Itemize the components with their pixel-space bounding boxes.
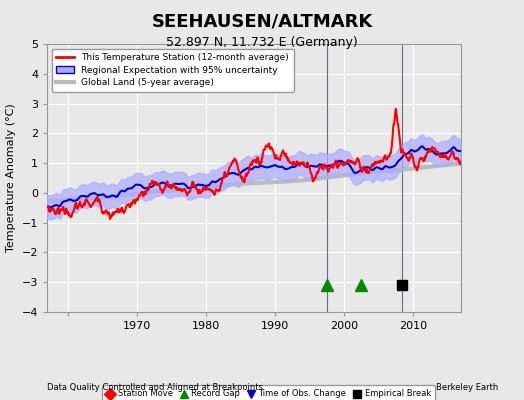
Legend: Station Move, Record Gap, Time of Obs. Change, Empirical Break: Station Move, Record Gap, Time of Obs. C… bbox=[102, 385, 435, 400]
Text: 52.897 N, 11.732 E (Germany): 52.897 N, 11.732 E (Germany) bbox=[166, 36, 358, 49]
Text: SEEHAUSEN/ALTMARK: SEEHAUSEN/ALTMARK bbox=[151, 12, 373, 30]
Y-axis label: Temperature Anomaly (°C): Temperature Anomaly (°C) bbox=[6, 104, 16, 252]
Legend: This Temperature Station (12-month average), Regional Expectation with 95% uncer: This Temperature Station (12-month avera… bbox=[52, 48, 294, 92]
Text: Berkeley Earth: Berkeley Earth bbox=[435, 383, 498, 392]
Text: Data Quality Controlled and Aligned at Breakpoints: Data Quality Controlled and Aligned at B… bbox=[47, 383, 263, 392]
